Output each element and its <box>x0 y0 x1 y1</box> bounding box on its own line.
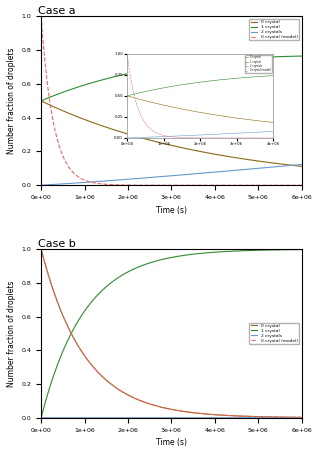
Y-axis label: Number fraction of droplets: Number fraction of droplets <box>7 280 16 387</box>
X-axis label: Time (s): Time (s) <box>156 438 187 447</box>
Legend: 0 crystal, 1 crystal, 2 crystals, 0 crystal (model): 0 crystal, 1 crystal, 2 crystals, 0 crys… <box>249 322 300 344</box>
Legend: 0 crystal, 1 crystal, 2 crystals, 0 crystal (model): 0 crystal, 1 crystal, 2 crystals, 0 crys… <box>249 19 300 40</box>
Y-axis label: Number fraction of droplets: Number fraction of droplets <box>7 48 16 154</box>
Text: Case a: Case a <box>39 6 76 16</box>
Text: Case b: Case b <box>39 239 76 249</box>
X-axis label: Time (s): Time (s) <box>156 206 187 214</box>
